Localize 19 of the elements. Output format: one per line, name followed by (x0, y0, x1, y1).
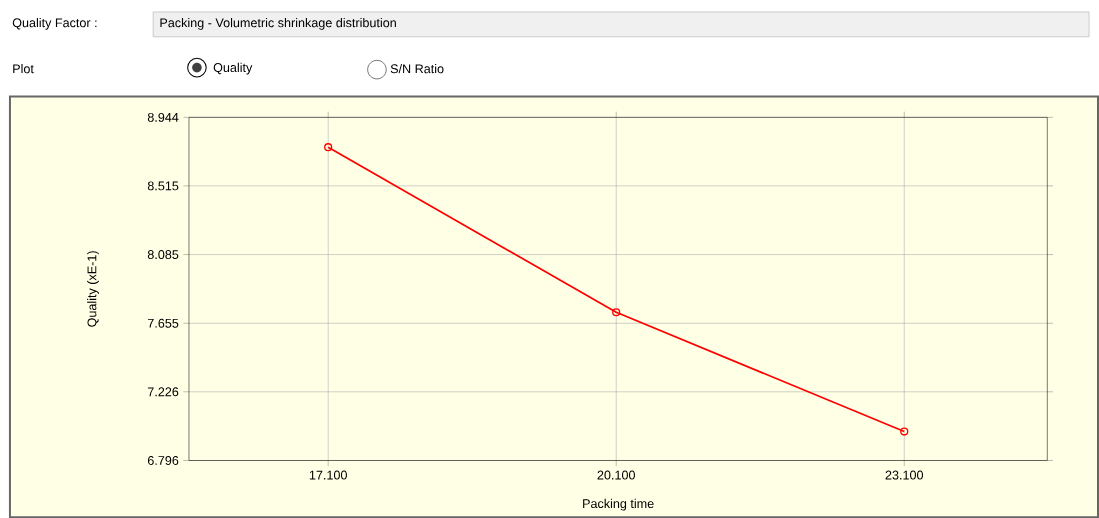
y-tick-label: 8.944 (147, 112, 179, 122)
text: Plot (13, 63, 34, 74)
text: Quality Factor : (12, 17, 97, 30)
text: Quality (213, 62, 253, 75)
text: Packing - Volumetric shrinkage distribution (160, 17, 396, 30)
y-tick-label: 7.226 (147, 387, 179, 397)
y-tick-label: 8.085 (147, 250, 179, 259)
x-tick-label: 20.100 (597, 470, 635, 480)
y-tick-label: 8.515 (147, 181, 179, 191)
y-tick-label: 7.655 (147, 318, 179, 328)
text: S/N Ratio (390, 63, 444, 74)
x-tick-label: 17.100 (309, 470, 347, 480)
point (324, 143, 333, 152)
point (900, 427, 909, 436)
y-tick-label: 6.796 (147, 455, 179, 465)
y-axis-title: Quality (xE-1) (87, 251, 99, 327)
x-tick-label: 23.100 (885, 470, 924, 480)
point (612, 308, 621, 317)
x-axis-title: Packing time (583, 498, 654, 511)
